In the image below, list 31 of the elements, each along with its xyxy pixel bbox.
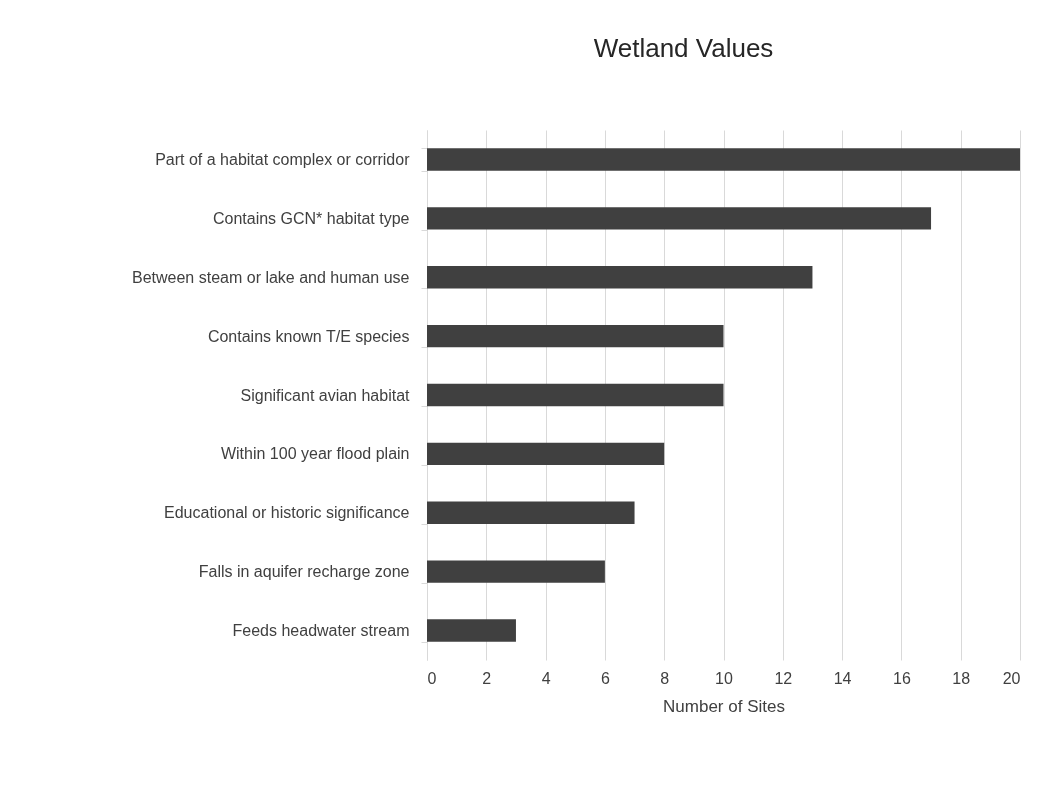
y-tick-label: Feeds headwater stream (232, 622, 410, 640)
x-tick-label: 2 (482, 669, 492, 687)
x-tick-label: 4 (541, 669, 551, 687)
y-tick-label: Educational or historic significance (164, 504, 410, 522)
x-tick-label: 8 (660, 669, 670, 687)
bar (427, 560, 605, 583)
bar (427, 207, 932, 230)
chart-title: Wetland Values (593, 33, 774, 63)
x-tick-label: 14 (833, 669, 852, 687)
bar (427, 324, 724, 348)
y-tick-label: Part of a habitat complex or corridor (155, 150, 411, 168)
y-tick-label: Falls in aquifer recharge zone (198, 563, 410, 581)
bar (427, 383, 724, 407)
y-tick-label: Within 100 year flood plain (220, 445, 410, 463)
bar (427, 619, 516, 642)
x-tick-label: 18 (952, 669, 971, 687)
x-tick-label: 12 (774, 669, 793, 687)
x-tick-label: 20 (1002, 669, 1021, 687)
x-tick-label: 16 (893, 669, 911, 687)
y-tick-label: Between steam or lake and human use (132, 268, 410, 286)
y-tick-label: Contains known T/E species (207, 327, 410, 345)
y-tick-label: Contains GCN* habitat type (212, 209, 410, 227)
bar (427, 266, 813, 289)
x-tick-label: 6 (600, 669, 610, 687)
x-tick-label: 0 (427, 669, 437, 687)
bar (427, 442, 665, 466)
bar (427, 148, 1020, 171)
y-tick-label: Significant avian habitat (240, 386, 411, 404)
bar (427, 501, 635, 524)
x-tick-label: 10 (715, 669, 733, 687)
x-axis-title: Number of Sites (663, 696, 785, 716)
